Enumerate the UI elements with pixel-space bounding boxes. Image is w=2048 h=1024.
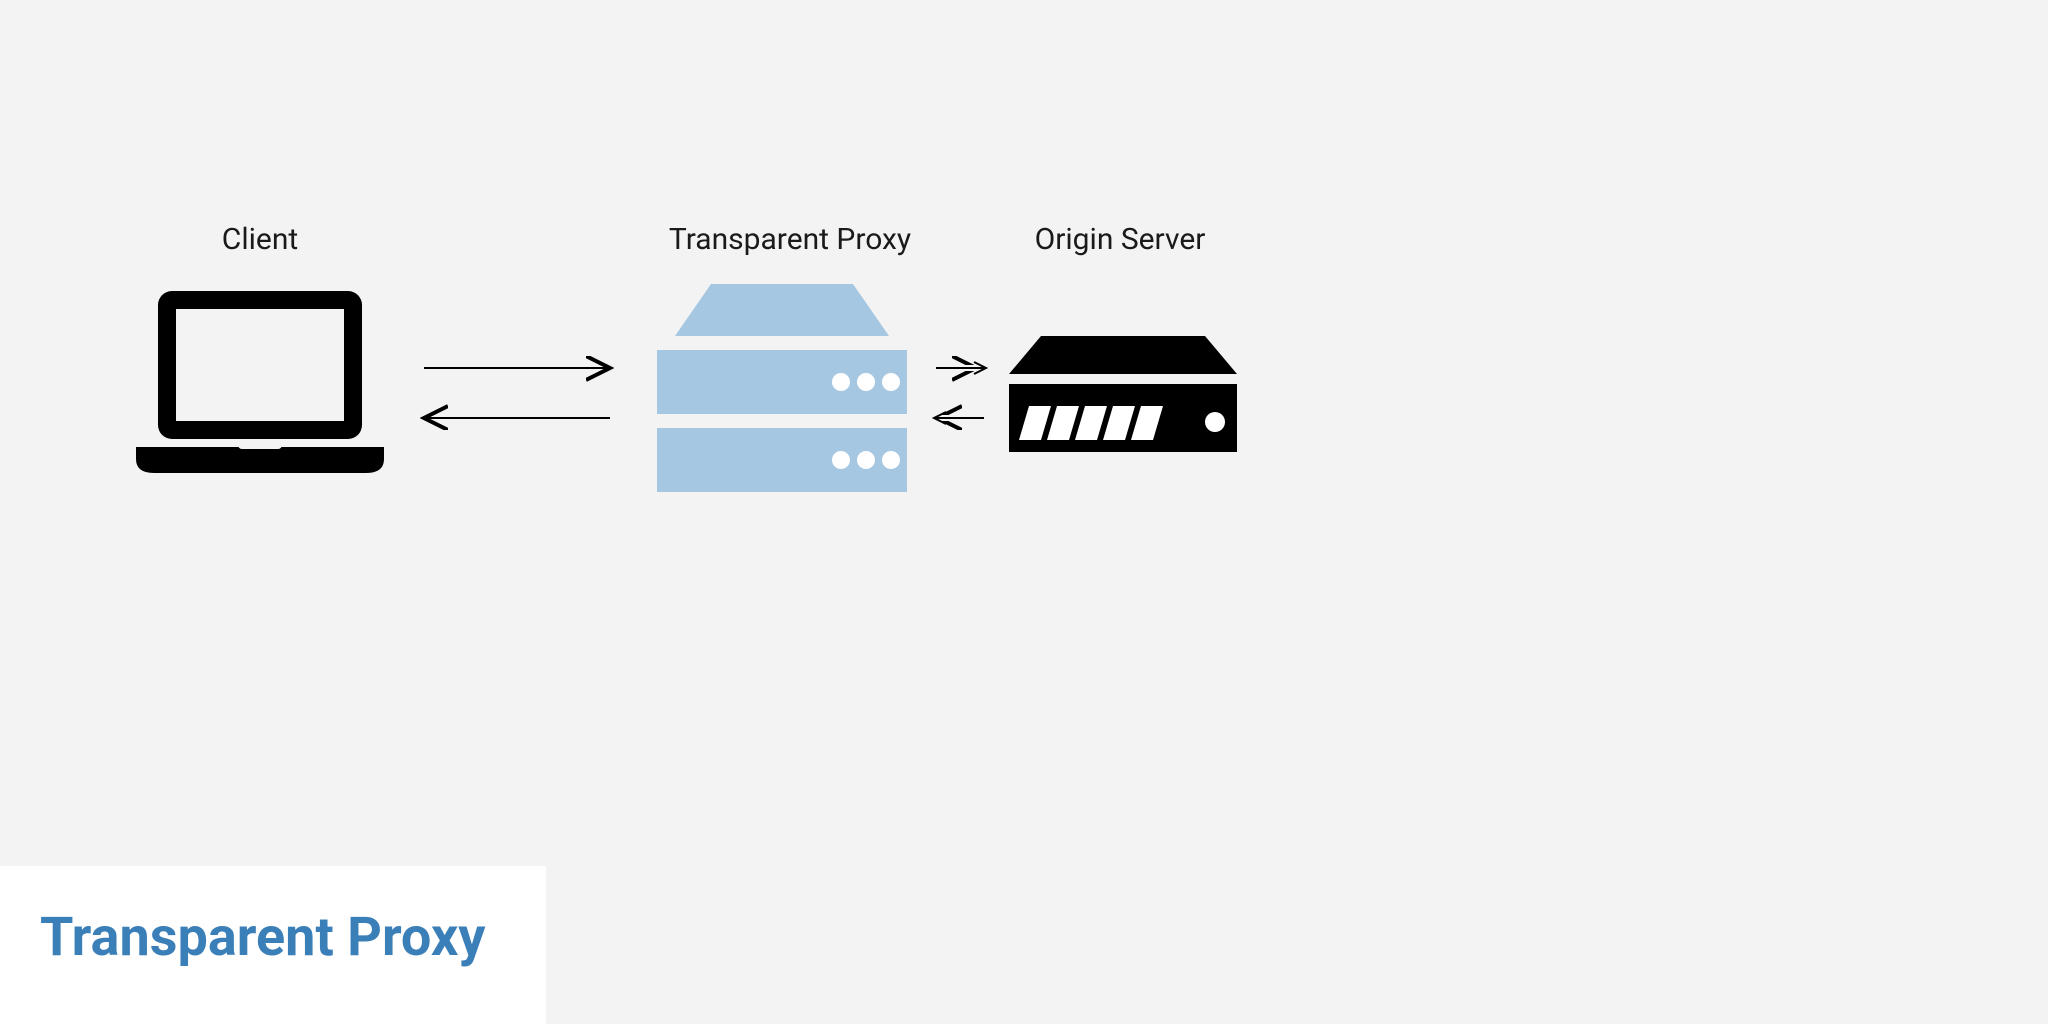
diagram-title: Transparent Proxy — [40, 906, 486, 969]
network-diagram: Client Transparent Proxy Origin Server — [0, 0, 2048, 1024]
title-box: Transparent Proxy — [0, 866, 546, 1024]
